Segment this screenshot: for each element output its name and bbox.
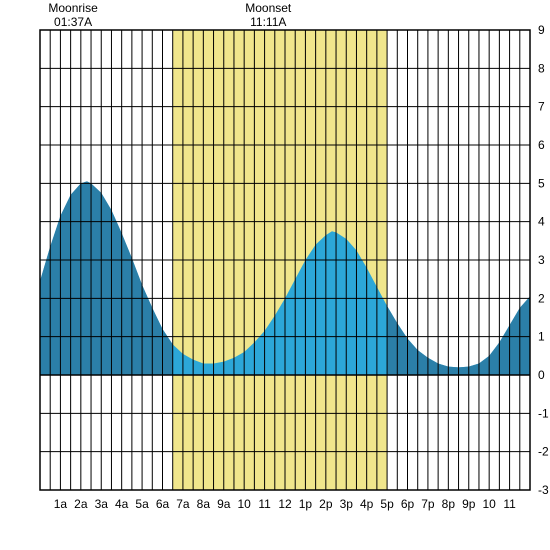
x-tick-label: 9a xyxy=(217,497,231,511)
x-tick-label: 4a xyxy=(115,497,129,511)
y-tick-label: -2 xyxy=(538,445,549,459)
x-tick-label: 11 xyxy=(503,497,516,511)
y-tick-label: 7 xyxy=(538,100,545,114)
x-tick-label: 12 xyxy=(278,497,292,511)
y-tick-label: 6 xyxy=(538,138,545,152)
y-tick-label: 2 xyxy=(538,291,545,305)
y-tick-label: 8 xyxy=(538,61,545,75)
y-tick-label: -3 xyxy=(538,483,549,497)
x-tick-label: 7p xyxy=(421,497,435,511)
moonrise-label: Moonrise xyxy=(48,1,98,15)
y-tick-label: 1 xyxy=(538,330,545,344)
x-tick-label: 6p xyxy=(401,497,415,511)
y-tick-label: 0 xyxy=(538,368,545,382)
x-tick-label: 2p xyxy=(319,497,333,511)
x-tick-label: 10 xyxy=(237,497,251,511)
moonset-label: Moonset xyxy=(245,1,292,15)
y-tick-label: -1 xyxy=(538,406,549,420)
moonset-label-time: 11:11A xyxy=(250,15,286,29)
x-tick-label: 3p xyxy=(340,497,354,511)
x-tick-label: 5a xyxy=(135,497,149,511)
y-tick-label: 9 xyxy=(538,23,545,37)
y-tick-label: 3 xyxy=(538,253,545,267)
x-tick-label: 11 xyxy=(258,497,271,511)
x-tick-label: 7a xyxy=(176,497,190,511)
x-tick-label: 10 xyxy=(482,497,496,511)
x-tick-label: 3a xyxy=(95,497,109,511)
x-tick-label: 1a xyxy=(54,497,68,511)
x-tick-label: 8p xyxy=(442,497,456,511)
x-tick-label: 6a xyxy=(156,497,170,511)
x-tick-label: 1p xyxy=(299,497,313,511)
tide-chart: -3-2-101234567891a2a3a4a5a6a7a8a9a101112… xyxy=(0,0,550,550)
x-tick-label: 5p xyxy=(380,497,394,511)
x-tick-label: 4p xyxy=(360,497,374,511)
y-tick-label: 4 xyxy=(538,215,545,229)
x-tick-label: 8a xyxy=(197,497,211,511)
moonrise-label-time: 01:37A xyxy=(54,15,92,29)
x-tick-label: 9p xyxy=(462,497,476,511)
y-tick-label: 5 xyxy=(538,176,545,190)
chart-svg: -3-2-101234567891a2a3a4a5a6a7a8a9a101112… xyxy=(0,0,550,550)
x-tick-label: 2a xyxy=(74,497,88,511)
